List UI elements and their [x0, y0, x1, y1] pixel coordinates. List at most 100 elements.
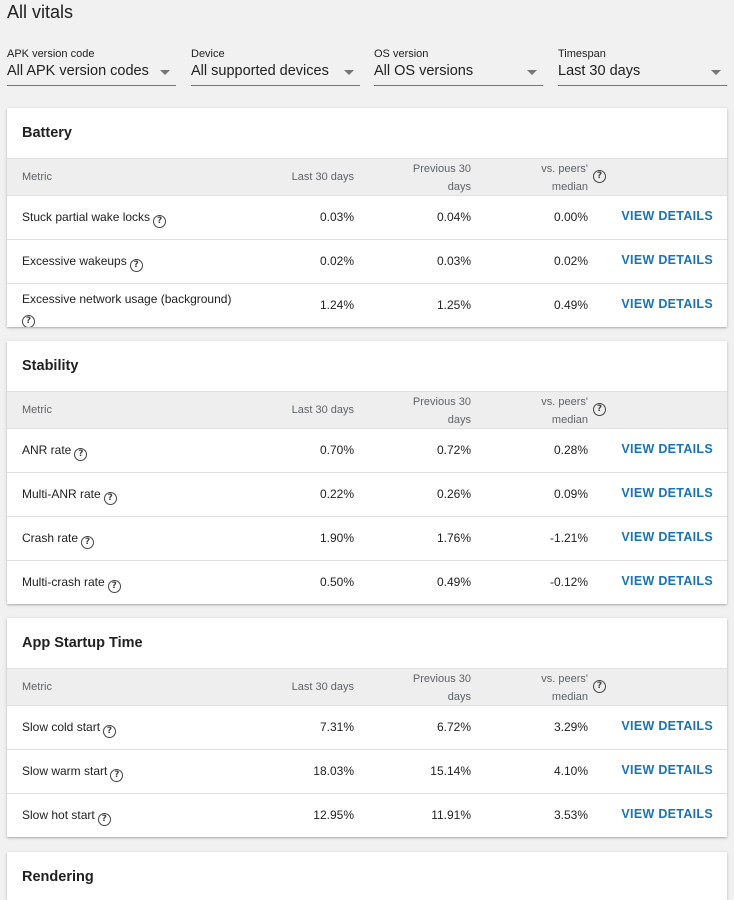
column-header-metric: Metric [22, 681, 52, 693]
os-version-filter[interactable]: OS version All OS versions [374, 47, 543, 86]
metric-name: Multi-ANR rate? [22, 487, 237, 505]
last-30-days-value: 7.31% [319, 720, 354, 734]
help-icon[interactable]: ? [593, 680, 606, 693]
table-row: Slow hot start? 12.95% 11.91% 3.53% VIEW… [7, 794, 727, 837]
table-row: Slow cold start? 7.31% 6.72% 3.29% VIEW … [7, 706, 727, 750]
view-details-button[interactable]: VIEW DETAILS [621, 574, 713, 588]
filter-bar: APK version code All APK version codes D… [7, 47, 727, 87]
rendering-card: Rendering [7, 852, 727, 900]
metric-name: Stuck partial wake locks? [22, 210, 237, 228]
table-row: ANR rate? 0.70% 0.72% 0.28% VIEW DETAILS [7, 429, 727, 473]
help-icon[interactable]: ? [74, 448, 88, 461]
previous-30-days-value: 15.14% [430, 764, 471, 778]
filter-label: APK version code [7, 48, 95, 60]
help-icon[interactable]: ? [129, 259, 143, 272]
column-header-last-30-days: Last 30 days [291, 404, 354, 416]
previous-30-days-value: 11.91% [431, 808, 471, 822]
last-30-days-value: 12.95% [313, 808, 354, 822]
card-title: Stability [22, 358, 79, 374]
previous-30-days-value: 0.04% [436, 210, 471, 224]
peers-median-value: 3.29% [553, 720, 588, 734]
last-30-days-value: 0.22% [319, 487, 354, 501]
view-details-button[interactable]: VIEW DETAILS [621, 719, 713, 733]
column-header-previous-30-days: Previous 30 days [412, 396, 471, 426]
view-details-button[interactable]: VIEW DETAILS [621, 807, 713, 821]
previous-30-days-value: 0.72% [436, 443, 471, 457]
view-details-button[interactable]: VIEW DETAILS [621, 209, 713, 223]
peers-median-value: 0.00% [553, 210, 588, 224]
peers-median-value: -1.21% [549, 531, 588, 545]
column-header-previous-30-days: Previous 30 days [412, 673, 471, 703]
page-title: All vitals [7, 2, 74, 22]
metric-name: Excessive wakeups? [22, 254, 237, 272]
table-row: Multi-crash rate? 0.50% 0.49% -0.12% VIE… [7, 561, 727, 604]
column-header-vs-peers-median: vs. peers' median [541, 163, 588, 193]
filter-label: Device [191, 48, 225, 60]
view-details-button[interactable]: VIEW DETAILS [621, 486, 713, 500]
help-icon[interactable]: ? [97, 813, 111, 826]
timespan-filter[interactable]: Timespan Last 30 days [558, 47, 727, 86]
help-icon[interactable]: ? [81, 536, 95, 549]
column-header-metric: Metric [22, 171, 52, 183]
previous-30-days-value: 1.76% [436, 531, 471, 545]
dropdown-caret-icon [527, 70, 537, 75]
previous-30-days-value: 0.49% [436, 575, 471, 589]
view-details-button[interactable]: VIEW DETAILS [621, 442, 713, 456]
help-icon[interactable]: ? [103, 725, 117, 738]
last-30-days-value: 0.70% [319, 443, 354, 457]
app-startup-time-card: App Startup Time Metric Last 30 days Pre… [7, 618, 727, 837]
peers-median-value: 0.28% [553, 443, 588, 457]
peers-median-value: 3.53% [553, 808, 588, 822]
column-header-last-30-days: Last 30 days [291, 171, 354, 183]
card-title: App Startup Time [22, 635, 143, 651]
help-icon[interactable]: ? [22, 315, 35, 327]
metric-name: Multi-crash rate? [22, 575, 237, 593]
column-header-vs-peers-median: vs. peers' median [541, 396, 588, 426]
previous-30-days-value: 0.26% [436, 487, 471, 501]
last-30-days-value: 18.03% [313, 764, 354, 778]
previous-30-days-value: 1.25% [436, 298, 471, 312]
view-details-button[interactable]: VIEW DETAILS [621, 763, 713, 777]
previous-30-days-value: 6.72% [436, 720, 471, 734]
metric-name: Slow cold start? [22, 720, 237, 738]
card-title: Rendering [22, 869, 94, 885]
dropdown-caret-icon [160, 70, 170, 75]
help-icon[interactable]: ? [103, 492, 117, 505]
help-icon[interactable]: ? [593, 403, 606, 416]
table-row: Excessive network usage (background)? 1.… [7, 284, 727, 327]
table-row: Stuck partial wake locks? 0.03% 0.04% 0.… [7, 196, 727, 240]
stability-card: Stability Metric Last 30 days Previous 3… [7, 341, 727, 604]
column-header-metric: Metric [22, 404, 52, 416]
apk-version-filter[interactable]: APK version code All APK version codes [7, 47, 176, 86]
device-filter[interactable]: Device All supported devices [191, 47, 360, 86]
peers-median-value: 0.49% [553, 298, 588, 312]
help-icon[interactable]: ? [107, 580, 121, 593]
filter-label: OS version [374, 48, 429, 60]
help-icon[interactable]: ? [110, 769, 124, 782]
table-header: Metric Last 30 days Previous 30 days vs. … [7, 158, 727, 196]
metric-name: Slow warm start? [22, 764, 237, 782]
card-title: Battery [22, 125, 72, 141]
column-header-last-30-days: Last 30 days [291, 681, 354, 693]
help-icon[interactable]: ? [153, 215, 167, 228]
table-row: Slow warm start? 18.03% 15.14% 4.10% VIE… [7, 750, 727, 794]
last-30-days-value: 1.24% [319, 298, 354, 312]
peers-median-value: 0.02% [553, 254, 588, 268]
filter-label: Timespan [558, 48, 606, 60]
column-header-vs-peers-median: vs. peers' median [541, 673, 588, 703]
peers-median-value: -0.12% [549, 575, 588, 589]
view-details-button[interactable]: VIEW DETAILS [621, 297, 713, 311]
metric-name: Slow hot start? [22, 808, 237, 826]
table-row: Crash rate? 1.90% 1.76% -1.21% VIEW DETA… [7, 517, 727, 561]
last-30-days-value: 0.50% [319, 575, 354, 589]
view-details-button[interactable]: VIEW DETAILS [621, 530, 713, 544]
view-details-button[interactable]: VIEW DETAILS [621, 253, 713, 267]
column-header-previous-30-days: Previous 30 days [412, 163, 471, 193]
last-30-days-value: 0.03% [319, 210, 354, 224]
table-row: Excessive wakeups? 0.02% 0.03% 0.02% VIE… [7, 240, 727, 284]
metric-name: ANR rate? [22, 443, 237, 461]
battery-card: Battery Metric Last 30 days Previous 30 d… [7, 108, 727, 327]
help-icon[interactable]: ? [593, 170, 606, 183]
filter-value: Last 30 days [558, 63, 641, 79]
filter-value: All APK version codes [7, 63, 149, 79]
